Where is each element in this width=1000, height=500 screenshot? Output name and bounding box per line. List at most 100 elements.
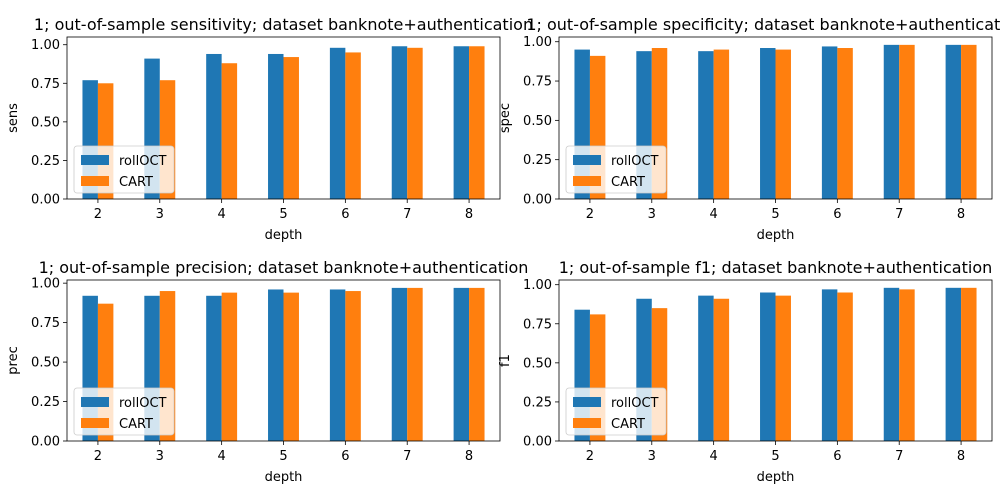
legend-swatch-CART bbox=[573, 176, 601, 186]
x-axis-label: depth bbox=[757, 228, 795, 243]
chart-title: 1; out-of-sample f1; dataset banknote+au… bbox=[559, 258, 993, 277]
bar-rollOCT-depth-6 bbox=[821, 46, 838, 200]
bar-rollOCT-depth-4 bbox=[698, 295, 714, 441]
bar-CART-depth-4 bbox=[713, 298, 730, 441]
bar-rollOCT-depth-6 bbox=[821, 289, 838, 441]
bar-rollOCT-depth-8 bbox=[945, 44, 962, 200]
chart-title: 1; out-of-sample specificity; dataset ba… bbox=[526, 15, 1000, 34]
bar-CART-depth-5 bbox=[775, 295, 791, 441]
x-tick-label: 7 bbox=[403, 207, 411, 222]
bar-CART-depth-7 bbox=[407, 47, 423, 199]
y-tick-label: 0.00 bbox=[523, 435, 552, 450]
y-axis-label: sens bbox=[6, 103, 21, 133]
bar-CART-depth-4 bbox=[221, 63, 238, 199]
y-tick-label: 1.00 bbox=[31, 38, 60, 53]
x-tick-label: 5 bbox=[771, 449, 779, 464]
x-tick-label: 4 bbox=[710, 207, 718, 222]
y-tick-label: 0.50 bbox=[523, 356, 552, 371]
legend-swatch-CART bbox=[81, 176, 109, 186]
legend-label: CART bbox=[119, 175, 153, 190]
x-tick-label: 6 bbox=[341, 207, 349, 222]
x-tick-label: 6 bbox=[833, 207, 841, 222]
legend-swatch-rollOCT bbox=[573, 155, 601, 165]
bar-rollOCT-depth-5 bbox=[268, 53, 284, 199]
x-tick-label: 8 bbox=[957, 207, 965, 222]
bar-CART-depth-6 bbox=[837, 48, 853, 200]
bar-rollOCT-depth-5 bbox=[760, 292, 776, 441]
x-tick-label: 5 bbox=[279, 449, 287, 464]
y-tick-label: 0.25 bbox=[523, 153, 552, 168]
bar-rollOCT-depth-6 bbox=[329, 47, 346, 199]
y-tick-label: 0.75 bbox=[523, 317, 552, 332]
x-tick-label: 3 bbox=[648, 449, 656, 464]
bar-CART-depth-6 bbox=[837, 292, 853, 441]
x-axis-label: depth bbox=[265, 228, 303, 243]
x-tick-label: 2 bbox=[586, 449, 594, 464]
legend: rollOCT CART bbox=[73, 145, 175, 194]
legend-swatch-rollOCT bbox=[573, 397, 601, 407]
y-tick-label: 0.00 bbox=[523, 193, 552, 208]
bar-rollOCT-depth-7 bbox=[391, 46, 408, 199]
legend-swatch-rollOCT bbox=[81, 397, 109, 407]
bar-CART-depth-7 bbox=[407, 287, 423, 441]
bar-rollOCT-depth-8 bbox=[453, 287, 470, 441]
legend: rollOCT CART bbox=[73, 387, 175, 436]
bar-rollOCT-depth-7 bbox=[883, 44, 900, 200]
y-axis-label: prec bbox=[6, 346, 21, 374]
x-tick-label: 4 bbox=[218, 449, 226, 464]
y-tick-label: 0.25 bbox=[31, 395, 60, 410]
y-tick-label: 0.50 bbox=[523, 114, 552, 129]
x-tick-label: 6 bbox=[341, 449, 349, 464]
bar-CART-depth-4 bbox=[221, 292, 238, 441]
x-tick-label: 8 bbox=[957, 449, 965, 464]
legend: rollOCT CART bbox=[565, 145, 667, 194]
bar-CART-depth-7 bbox=[899, 44, 915, 200]
bar-CART-depth-8 bbox=[961, 44, 977, 200]
bar-CART-depth-6 bbox=[345, 291, 361, 441]
bar-rollOCT-depth-7 bbox=[391, 287, 408, 441]
y-axis-label: spec bbox=[498, 103, 513, 133]
x-tick-label: 5 bbox=[771, 207, 779, 222]
x-tick-label: 7 bbox=[895, 207, 903, 222]
bar-CART-depth-8 bbox=[469, 46, 485, 199]
bar-rollOCT-depth-4 bbox=[206, 295, 222, 441]
bar-CART-depth-4 bbox=[713, 49, 730, 200]
y-tick-label: 0.25 bbox=[31, 154, 60, 169]
legend-label: rollOCT bbox=[119, 154, 167, 169]
legend-label: CART bbox=[119, 417, 153, 432]
y-tick-label: 0.75 bbox=[31, 316, 60, 331]
bar-rollOCT-depth-7 bbox=[883, 287, 900, 441]
bar-CART-depth-8 bbox=[469, 287, 485, 441]
x-tick-label: 2 bbox=[586, 207, 594, 222]
y-tick-label: 1.00 bbox=[31, 277, 60, 292]
x-tick-label: 3 bbox=[156, 207, 164, 222]
legend-label: CART bbox=[611, 417, 645, 432]
subplot-3: 1; out-of-sample precision; dataset bank… bbox=[6, 258, 528, 485]
bar-CART-depth-7 bbox=[899, 289, 915, 441]
y-tick-label: 0.50 bbox=[31, 115, 60, 130]
legend-swatch-CART bbox=[81, 418, 109, 428]
x-tick-label: 8 bbox=[465, 207, 473, 222]
bar-rollOCT-depth-4 bbox=[206, 53, 222, 199]
x-axis-label: depth bbox=[757, 470, 795, 485]
bar-CART-depth-5 bbox=[283, 57, 299, 199]
x-tick-label: 2 bbox=[94, 207, 102, 222]
x-tick-label: 7 bbox=[895, 449, 903, 464]
y-tick-label: 0.25 bbox=[523, 395, 552, 410]
x-axis-label: depth bbox=[265, 470, 303, 485]
bar-rollOCT-depth-5 bbox=[268, 289, 284, 441]
y-axis-label: f1 bbox=[498, 354, 513, 367]
legend-label: rollOCT bbox=[611, 396, 659, 411]
subplot-2: 1; out-of-sample specificity; dataset ba… bbox=[498, 15, 1000, 243]
x-tick-label: 2 bbox=[94, 449, 102, 464]
chart-title: 1; out-of-sample sensitivity; dataset ba… bbox=[34, 15, 533, 34]
x-tick-label: 5 bbox=[279, 207, 287, 222]
chart-title: 1; out-of-sample precision; dataset bank… bbox=[39, 258, 529, 277]
bar-rollOCT-depth-6 bbox=[329, 289, 346, 441]
legend: rollOCT CART bbox=[565, 387, 667, 436]
bar-rollOCT-depth-8 bbox=[945, 287, 962, 441]
y-tick-label: 0.50 bbox=[31, 356, 60, 371]
x-tick-label: 6 bbox=[833, 449, 841, 464]
y-tick-label: 0.75 bbox=[31, 77, 60, 92]
